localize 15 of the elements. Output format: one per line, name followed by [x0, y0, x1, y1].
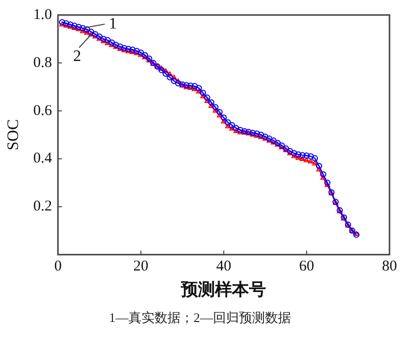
text: 1—真实数据；2—回归预测数据: [108, 309, 292, 327]
x-tick-label: 80: [382, 258, 397, 275]
x-tick-label: 20: [133, 258, 148, 275]
x-tick-label: 0: [54, 258, 62, 275]
y-axis-title: SOC: [4, 119, 22, 150]
y-tick-label: 0.8: [33, 54, 52, 71]
annotation: 2: [73, 48, 82, 65]
annotation: 1: [108, 15, 117, 32]
y-tick-label: 0.2: [33, 198, 52, 215]
y-tick-label: 1.0: [33, 6, 52, 23]
x-axis-title: 预测样本号: [180, 280, 266, 300]
y-tick-label: 0.6: [33, 102, 52, 119]
y-tick-label: 0.4: [33, 150, 52, 167]
x-tick-label: 40: [216, 258, 232, 275]
x-tick-label: 60: [299, 258, 314, 275]
